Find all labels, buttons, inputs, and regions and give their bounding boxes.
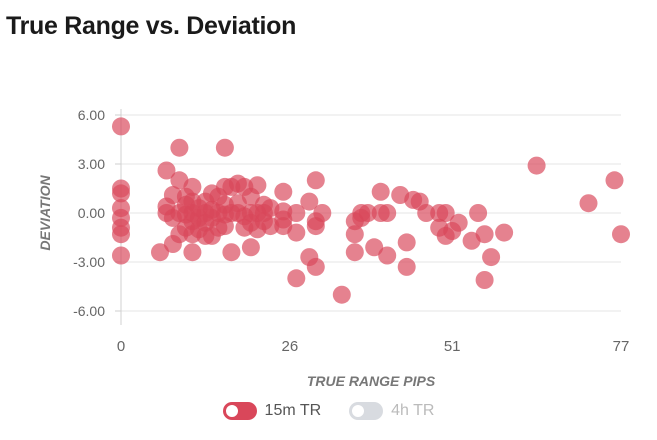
data-point[interactable] [605,171,624,190]
data-point[interactable] [112,117,130,136]
x-tick-label: 77 [613,338,630,355]
data-point[interactable] [300,192,319,211]
data-point[interactable] [527,156,546,175]
legend: 15m TR 4h TR [0,402,657,420]
data-point[interactable] [579,194,598,213]
data-point[interactable] [287,269,306,288]
y-tick-labels: 6.00 3.00 0.00 -3.00 -6.00 [73,107,105,319]
data-point[interactable] [397,257,416,276]
data-point[interactable] [183,177,202,196]
data-point[interactable] [449,213,468,232]
data-point[interactable] [287,223,306,242]
x-axis-title: TRUE RANGE PIPS [307,373,436,389]
data-point[interactable] [417,204,436,222]
data-point[interactable] [371,182,390,201]
grid-lines [115,114,621,312]
data-point[interactable] [482,248,501,267]
data-point[interactable] [248,176,267,195]
data-point[interactable] [183,243,202,262]
data-point[interactable] [112,225,130,244]
series-toggle-icon[interactable] [349,402,384,420]
y-axis-title: DEVIATION [37,175,53,251]
data-point[interactable] [345,225,364,244]
data-point[interactable] [475,271,494,289]
data-point[interactable] [313,204,332,222]
data-point[interactable] [157,161,176,180]
data-point[interactable] [151,243,169,262]
data-point[interactable] [365,238,384,257]
y-tick-label: -3.00 [73,254,105,270]
legend-item-15m-tr[interactable]: 15m TR [222,402,322,420]
data-point[interactable] [241,238,260,257]
data-point[interactable] [495,223,514,242]
x-tick-label: 51 [444,338,461,355]
legend-label: 15m TR [264,402,322,419]
data-point[interactable] [274,182,293,201]
data-point[interactable] [170,138,189,157]
x-tick-label: 26 [281,338,298,355]
data-point[interactable] [306,257,325,276]
data-point[interactable] [378,204,397,222]
data-point[interactable] [612,225,630,244]
data-point[interactable] [112,246,130,265]
data-point[interactable] [475,225,494,244]
data-point[interactable] [112,184,130,203]
data-point[interactable] [397,233,416,252]
legend-item-4h-tr[interactable]: 4h TR [349,402,434,420]
y-tick-label: 0.00 [78,205,105,221]
data-point[interactable] [358,204,377,222]
data-point[interactable] [332,285,351,304]
chart-title: True Range vs. Deviation [6,12,297,40]
data-point[interactable] [222,243,241,262]
y-tick-label: 3.00 [78,156,105,172]
legend-label: 4h TR [391,402,435,419]
series-toggle-icon[interactable] [222,402,257,420]
data-point[interactable] [436,204,455,222]
data-point[interactable] [469,204,488,222]
y-tick-label: -6.00 [73,303,105,319]
data-point[interactable] [287,204,306,222]
x-tick-labels: 0 26 51 77 [117,338,630,355]
scatter-chart: 6.00 3.00 0.00 -3.00 -6.00 0 26 51 77 TRUE RANG… [37,107,630,389]
y-tick-label: 6.00 [78,107,105,123]
data-point[interactable] [306,171,325,190]
data-point[interactable] [345,243,364,262]
data-point[interactable] [215,138,234,157]
data-point[interactable] [378,246,397,265]
data-points [112,117,630,304]
x-tick-label: 0 [117,338,125,355]
